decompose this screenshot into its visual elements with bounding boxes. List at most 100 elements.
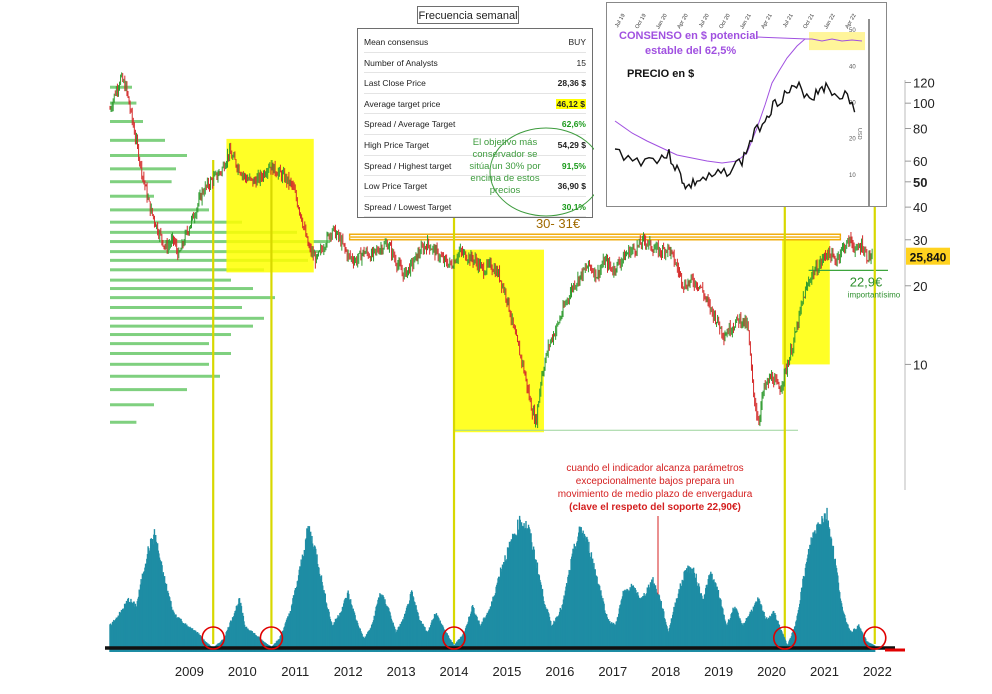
consensus-row-label: High Price Target [364,140,430,150]
consensus-row-value: 30,1% [561,201,586,212]
frequency-title: Frecuencia semanal [417,6,519,24]
x-tick-label: 2010 [228,664,257,679]
x-tick-label: 2022 [863,664,892,679]
inset-right-tick: 40 [849,64,856,70]
indicator-note-line: cuando el indicador alcanza parámetros [566,463,743,474]
inset-top-tick: Jan 22 [823,13,836,30]
x-tick-label: 2009 [175,664,204,679]
profile-bar [110,403,154,407]
profile-bar [110,305,242,309]
y-tick-label: 100 [913,96,935,111]
inset-price-line [614,80,856,191]
consensus-row-label: Spread / Highest target [364,160,452,171]
inset-top-tick: Jan 21 [739,13,752,30]
x-tick-label: 2011 [281,664,309,679]
profile-bar [110,120,143,124]
y-tick-label: 50 [913,175,927,190]
profile-bar [110,278,231,282]
consensus-row-value: 62,6% [561,119,586,130]
x-tick-label: 2015 [492,664,521,679]
consensus-row: Number of Analysts 15 [364,52,586,74]
oversold-circle [442,626,466,650]
consensus-row: Mean consensus BUY [364,31,586,53]
profile-bar [110,351,231,355]
inset-top-tick: Jul 21 [782,13,795,29]
inset-top-tick: Apr 20 [676,13,689,30]
y-tick-label: 120 [913,75,935,90]
x-tick-label: 2020 [757,664,786,679]
highlight-zone [782,239,830,365]
profile-bar [110,250,319,254]
support-note: importantísimo [848,290,901,299]
consensus-row: Spread / Lowest Target 30,1% [364,196,586,218]
profile-bar [110,240,330,244]
consensus-row-value: 28,36 $ [557,78,586,89]
x-tick-label: 2016 [545,664,574,679]
resistance-label: 30- 31€ [536,216,581,231]
consensus-row-label: Mean consensus [364,37,429,47]
highlight-zone [454,249,544,433]
profile-bar [110,388,187,392]
x-tick-label: 2013 [387,664,416,679]
profile-bar [110,316,264,320]
oversold-circle [862,626,887,650]
profile-bar [110,208,209,212]
target-note: El objetivo más conservador se sitúa un … [469,137,541,196]
consensus-row: Last Close Price 28,36 $ [364,72,586,94]
oversold-circle [772,626,797,650]
highlight-zone [226,138,314,273]
indicator-key-note: (clave el respeto del soporte 22,90€) [569,502,741,513]
y-tick-label: 30 [913,233,927,248]
profile-bar [110,268,264,272]
inset-right-tick: 50 [849,28,856,34]
profile-bar [110,230,297,234]
inset-top-tick: Jul 19 [614,13,627,29]
profile-bar [110,220,242,224]
consensus-row-value: 54,29 $ [557,140,586,150]
inset-right-tick: 20 [849,137,856,143]
inset-consensus-line [614,38,863,164]
consensus-row-label: Spread / Average Target [364,119,456,130]
y-tick-label: 60 [913,154,927,169]
inset-top-tick: Oct 21 [802,13,815,30]
profile-bar [110,362,209,366]
inset-top-tick: Apr 21 [760,13,773,30]
inset-consensus-pointer [756,36,808,40]
inset-top-tick: Oct 19 [634,13,647,30]
consensus-row-value: BUY [568,37,586,47]
x-tick-label: 2014 [440,664,469,679]
y-tick-label: 20 [913,279,927,294]
profile-bar [110,180,172,184]
consensus-inset-chart: Jul 19 Oct 19 Jan 20 Apr 20 Jul 20 Oct 20 Jan … [606,2,887,207]
consensus-row-label: Number of Analysts [364,57,438,68]
inset-top-tick: Oct 20 [718,13,731,30]
inset-top-tick: Jan 20 [655,13,668,30]
y-tick-label: 40 [913,200,927,215]
x-tick-label: 2012 [334,664,363,679]
profile-bar [110,342,209,346]
inset-consensus-label-line1: CONSENSO en $ potencial [619,30,758,42]
inset-consensus-zone [809,32,865,51]
consensus-row: Spread / Average Target 62,6% [364,113,586,135]
consensus-row-label: Average target price [364,98,441,109]
inset-right-tick: 10 [849,173,856,179]
oversold-circle [259,626,284,650]
profile-bar [110,167,176,171]
inset-consensus-label-line2: estable del 62,5% [645,45,736,57]
profile-bar [110,420,137,424]
consensus-row-value: 15 [576,57,586,68]
inset-price-label: PRECIO en $ [627,68,694,80]
profile-bar [110,101,137,105]
consensus-row: Average target price 46,12 $ [364,93,586,115]
profile-bar [110,258,308,262]
consensus-table: Mean consensus BUY Number of Analysts 15 Las… [357,28,594,218]
y-tick-label: 10 [913,357,927,372]
indicator-note-line: excepcionalmente bajos prepara un [576,476,734,487]
x-tick-label: 2019 [704,664,733,679]
indicator-note-line: movimiento de medio plazo de envergadura [558,489,753,500]
consensus-row-value: 91,5% [561,160,586,171]
inset-top-tick: Jul 20 [698,13,711,29]
consensus-row-label: Low Price Target [364,181,428,192]
